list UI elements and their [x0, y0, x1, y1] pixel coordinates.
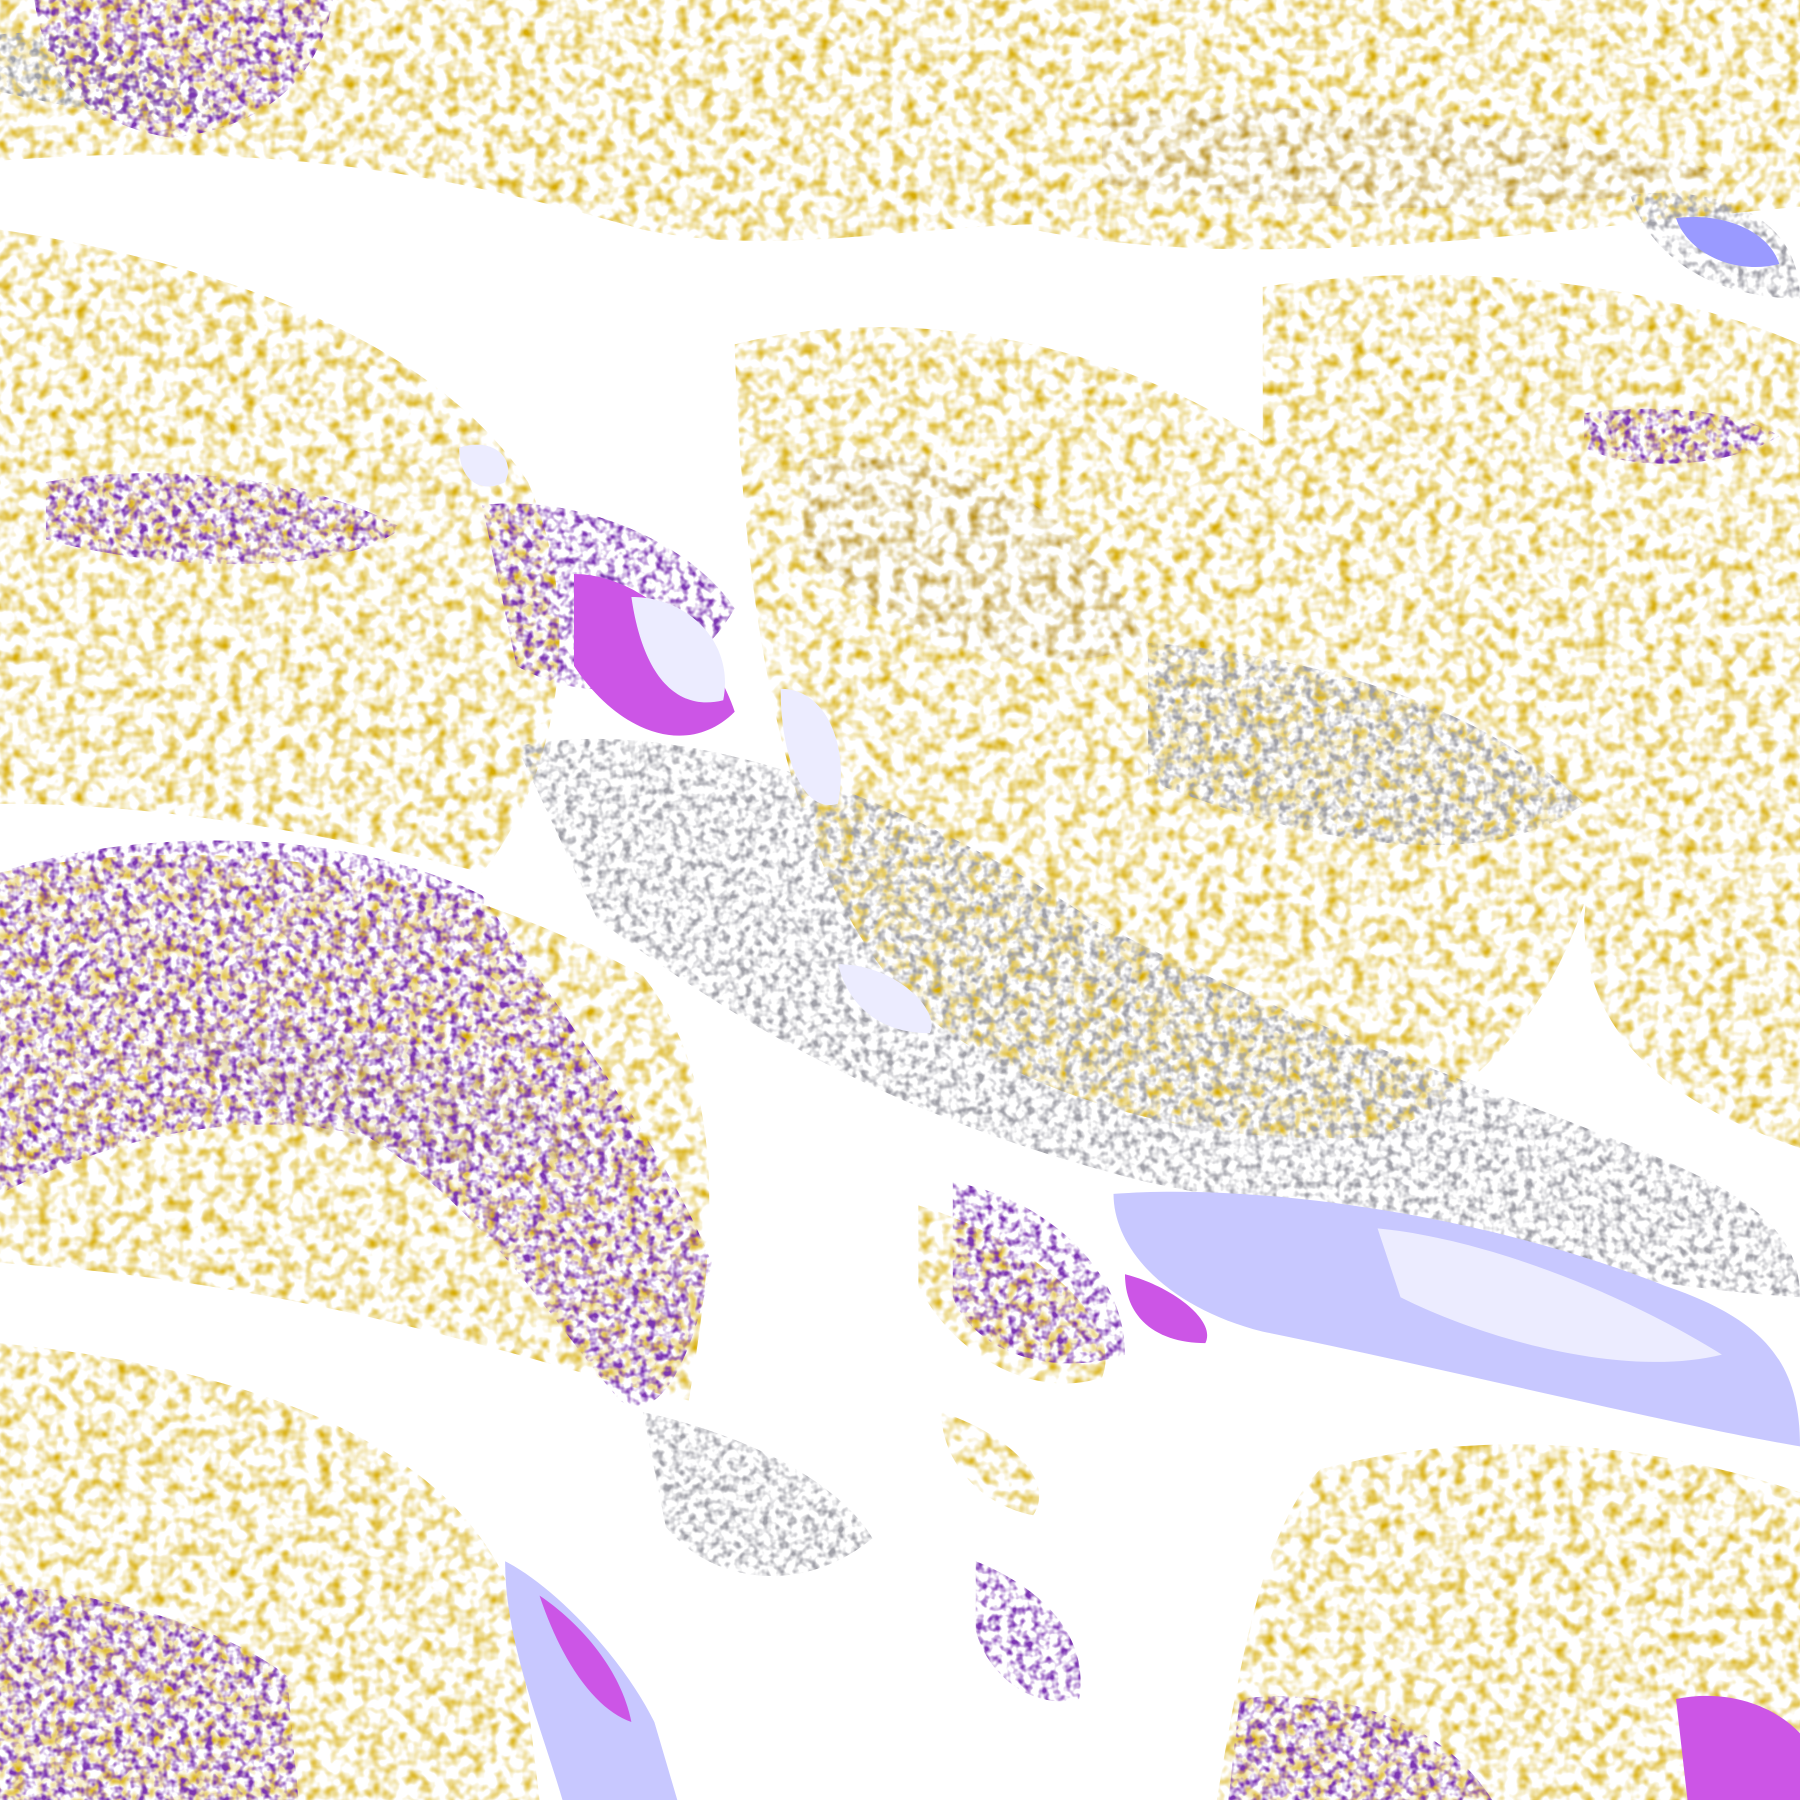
bright-cloud-region — [539, 1595, 632, 1722]
bright-cloud-region — [780, 688, 841, 806]
gray-class-regions — [0, 32, 1800, 1577]
dark-gold-region — [803, 455, 1148, 661]
gray-region — [516, 738, 1800, 1298]
gold-region — [941, 1411, 1040, 1516]
bright-cloud-region — [838, 964, 932, 1034]
bright-cloud-region — [1676, 217, 1780, 268]
purple-region — [952, 1182, 1125, 1364]
gray-region — [642, 1411, 873, 1577]
gold-region — [1262, 274, 1800, 1148]
bright-cloud-region — [1676, 1695, 1800, 1800]
bright-cloud-region — [631, 596, 725, 703]
purple-region — [45, 473, 402, 565]
purple-region — [1584, 408, 1780, 464]
purple-region — [975, 1561, 1081, 1702]
purple-region — [1228, 1696, 1493, 1800]
bright-class-regions — [459, 217, 1800, 1800]
purple-region — [0, 1584, 299, 1800]
dark-gold-region — [1102, 107, 1722, 209]
purple-region — [34, 0, 333, 138]
purple-region — [0, 840, 712, 1407]
bright-cloud-region — [459, 444, 509, 487]
bright-cloud-region — [1377, 1228, 1722, 1362]
gray-region — [1147, 642, 1585, 846]
bright-cloud-region — [1125, 1274, 1208, 1344]
